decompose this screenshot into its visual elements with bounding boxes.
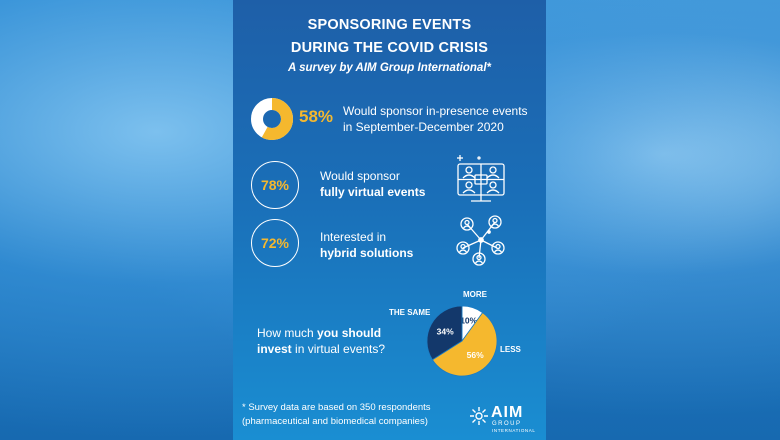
stat-text-in-presence: Would sponsor in-presence events in Sept… [343,103,528,135]
invest-pie-chart: 10% 56% 34% [426,305,498,377]
donut-chart-icon [251,98,293,140]
stat-text-hybrid: Interested in hybrid solutions [320,229,413,261]
question-text: in virtual events? [291,342,386,356]
logo-sub: GROUP [492,421,522,427]
title-line-2: DURING THE COVID CRISIS [290,40,489,56]
stat-value-hybrid: 72% [251,219,299,267]
title-line-1: SPONSORING EVENTS [307,17,472,33]
stat-line-bold: hybrid solutions [320,246,414,260]
infographic-card: SPONSORING EVENTS DURING THE COVID CRISI… [233,0,546,440]
pie-legend-less: LESS [500,345,521,354]
subtitle: A survey by AIM Group International* [288,62,491,74]
logo-main: AIM [491,404,524,421]
pie-slice-same [426,305,463,361]
stat-line: Would sponsor [320,169,400,183]
aim-logo-mark-icon [470,407,488,425]
pie-value-label: 34% [437,327,454,337]
video-conference-icon [457,155,505,202]
stat-value-virtual: 78% [251,161,299,209]
pie-slice-less [431,312,498,377]
stat-line-bold: fully virtual events [320,185,426,199]
question-bold: you should [317,326,382,340]
question-bold: invest [257,342,292,356]
footnote-line: * Survey data are based on 350 responden… [242,402,431,413]
logo-sub: INTERNATIONAL [492,428,536,433]
footnote: * Survey data are based on 350 responden… [242,401,431,429]
question-text: How much [257,326,318,340]
stat-text-virtual: Would sponsor fully virtual events [320,168,425,200]
stat-line: in September-December 2020 [343,120,504,134]
network-people-icon [456,215,505,266]
pie-legend-same: THE SAME [389,308,431,317]
footnote-line: (pharmaceutical and biomedical companies… [242,416,428,427]
stat-value-in-presence: 58% [299,107,334,126]
pie-value-label: 10% [460,315,477,325]
pie-legend-more: MORE [463,290,487,299]
stat-line: Interested in [320,230,387,244]
pie-value-label: 56% [467,350,484,360]
stat-line: Would sponsor in-presence events [343,104,528,118]
pie-question: How much you should invest in virtual ev… [257,325,385,357]
